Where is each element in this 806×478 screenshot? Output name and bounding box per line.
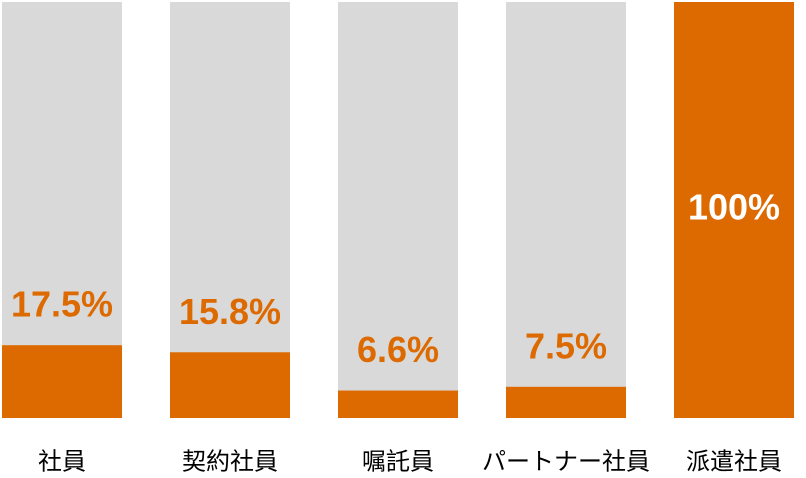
bar <box>506 386 626 418</box>
value-label: 17.5% <box>11 284 113 325</box>
x-tick-label: 社員 <box>38 448 86 475</box>
x-tick-label: パートナー社員 <box>482 448 650 475</box>
bar-background <box>506 2 626 418</box>
bar <box>674 2 794 418</box>
x-tick-label: 嘱託員 <box>362 448 434 475</box>
x-tick-label: 契約社員 <box>182 448 278 475</box>
value-label: 6.6% <box>357 329 439 370</box>
bar-background <box>170 2 290 418</box>
bar <box>170 352 290 418</box>
bar <box>338 390 458 418</box>
value-label: 7.5% <box>525 325 607 366</box>
bar <box>2 345 122 418</box>
value-label: 15.8% <box>179 291 281 332</box>
bar-background <box>338 2 458 418</box>
x-tick-label: 派遣社員 <box>686 448 782 475</box>
value-label: 100% <box>688 187 780 228</box>
